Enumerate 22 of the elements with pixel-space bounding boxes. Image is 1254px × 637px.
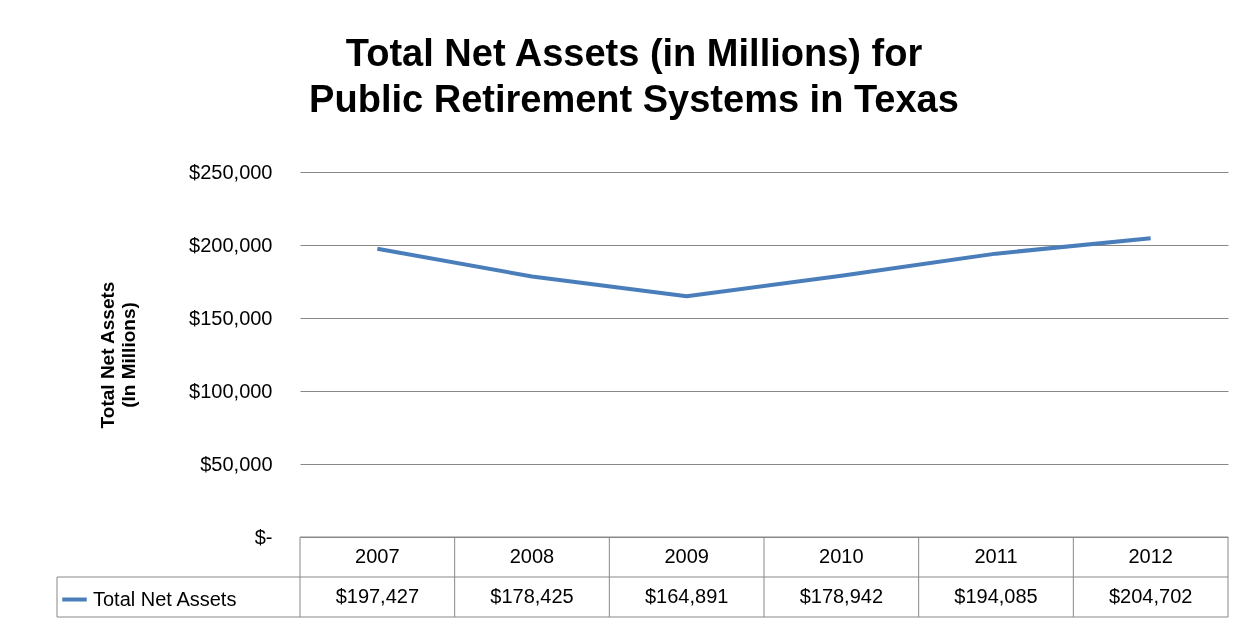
y-tick-label: $50,000 (200, 452, 273, 475)
x-tick-label: 2009 (664, 545, 709, 567)
data-label: $204,702 (1108, 585, 1193, 607)
y-tick-label: $250,000 (189, 160, 273, 183)
data-label: $197,427 (335, 585, 420, 607)
chart-title: Total Net Assets (in Millions) for Public Retirement Systems in Texas (309, 32, 959, 120)
x-tick-label: 2011 (974, 545, 1018, 567)
x-tick-label: 2010 (819, 545, 864, 567)
data-label: $194,085 (954, 585, 1038, 607)
data-label: $164,891 (644, 585, 729, 607)
y-tick-label: $- (254, 525, 273, 548)
x-tick-label: 2007 (355, 545, 400, 567)
data-label: $178,425 (490, 585, 574, 607)
y-tick-label: $200,000 (189, 233, 273, 256)
line-series (375, 236, 1153, 299)
y-axis-title: Total Net Assets (In Millions) (97, 281, 140, 429)
x-tick-label: 2012 (1128, 545, 1173, 567)
data-label: $178,942 (799, 585, 884, 607)
x-tick-label: 2008 (509, 545, 555, 567)
y-tick-label: $100,000 (189, 379, 273, 402)
y-tick-label: $150,000 (189, 306, 273, 329)
legend-label: Total Net Assets (93, 587, 237, 610)
